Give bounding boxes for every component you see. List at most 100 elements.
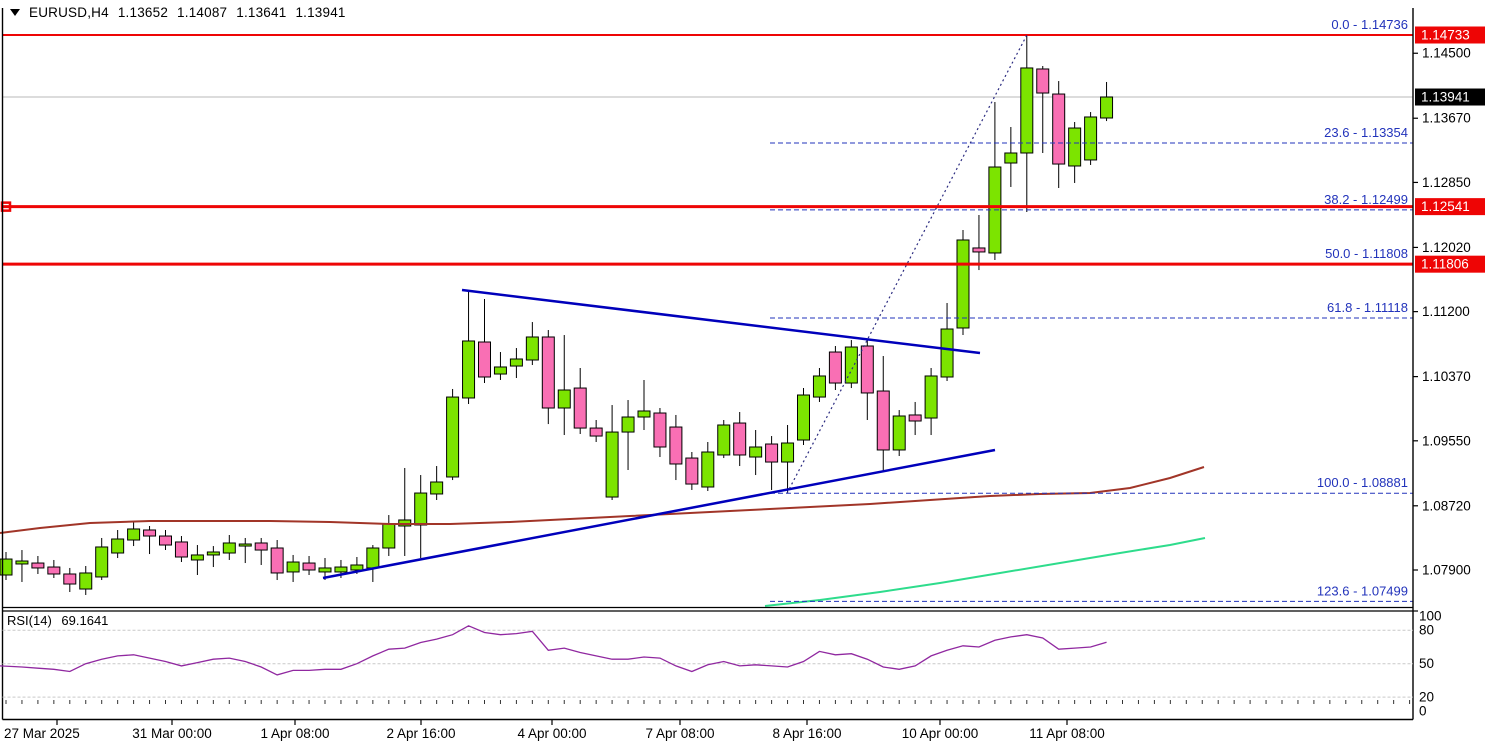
candle-body-bull	[95, 546, 109, 578]
fib-level-label: 0.0 - 1.14736	[1331, 17, 1408, 32]
candle	[493, 352, 507, 380]
candle	[302, 555, 316, 576]
candle-body-bear	[972, 247, 986, 253]
price-box-current-label: 1.13941	[1421, 90, 1470, 105]
candle	[812, 367, 826, 402]
candle	[908, 401, 922, 436]
candle-body-bull	[940, 328, 954, 378]
rsi-indicator-header: RSI(14) 69.1641	[7, 613, 114, 628]
candle-body-bear	[302, 562, 316, 571]
time-axis-label: 7 Apr 08:00	[645, 726, 714, 741]
candle	[621, 400, 635, 471]
candle-body-bull	[334, 566, 348, 573]
rsi-scale-label: 100	[1419, 609, 1442, 624]
candle-body-bear	[541, 336, 555, 409]
candle-body-bull	[318, 567, 332, 573]
collapse-arrow-icon[interactable]	[10, 8, 20, 16]
candle	[1004, 126, 1018, 187]
candle	[111, 529, 125, 559]
fib-level-label: 123.6 - 1.07499	[1317, 583, 1408, 598]
candle-body-bull	[286, 561, 300, 573]
candle	[637, 379, 651, 431]
time-axis-label: 1 Apr 08:00	[260, 726, 329, 741]
candle	[47, 559, 61, 578]
candle	[892, 410, 906, 457]
candle-body-bear	[1052, 93, 1066, 165]
candle-body-bull	[462, 340, 476, 399]
rsi-indicator-label: RSI(14)	[7, 613, 52, 628]
candle	[382, 515, 396, 556]
fib-level-label: 38.2 - 1.12499	[1324, 192, 1408, 207]
candle	[653, 408, 667, 458]
candle	[573, 367, 587, 434]
candle-body-bull	[79, 572, 93, 590]
candle	[525, 322, 539, 366]
candle	[844, 340, 858, 389]
price-tick-label: 1.12020	[1422, 240, 1471, 255]
candle	[270, 540, 284, 581]
rsi-scale-label: 80	[1419, 623, 1434, 638]
candle-body-bull	[924, 375, 938, 419]
candle	[956, 230, 970, 336]
candle	[765, 436, 779, 490]
candle-body-bull	[366, 547, 380, 569]
price-axis: 1.14500 1.13670 1.12850 1.12020 1.11200 1.103…	[1413, 0, 1485, 747]
candle	[398, 467, 412, 556]
price-box-level-label: 1.14733	[1421, 28, 1470, 43]
candle	[781, 424, 795, 494]
price-tick-label: 1.08720	[1422, 498, 1471, 513]
candle-body-bull	[1084, 116, 1098, 161]
candle	[31, 555, 45, 574]
candle	[669, 414, 683, 481]
candle-body-bear	[63, 573, 77, 585]
candle	[1084, 112, 1098, 165]
price-box-level-label: 1.12541	[1421, 199, 1470, 214]
candle-body-bear	[685, 457, 699, 485]
price-tick-label: 1.07900	[1422, 563, 1471, 578]
candle-body-bull	[1068, 127, 1082, 167]
candle-body-bear	[669, 426, 683, 465]
candle	[222, 535, 236, 560]
candle	[828, 345, 842, 390]
candle	[685, 452, 699, 490]
candle-body-bear	[478, 341, 491, 378]
fib-level-label: 23.6 - 1.13354	[1324, 125, 1408, 140]
candle	[860, 340, 874, 420]
price-tick-label: 1.11200	[1422, 304, 1470, 319]
candle-body-bull	[1020, 67, 1034, 154]
candle	[509, 348, 523, 379]
candle	[589, 419, 603, 442]
candle	[988, 102, 1002, 261]
candle-body-bull	[605, 431, 619, 498]
candle-body-bull	[637, 410, 651, 418]
trendline-lower[interactable]	[322, 448, 996, 580]
trendline-upper[interactable]	[461, 288, 981, 355]
candle	[701, 441, 715, 491]
candle	[1052, 81, 1066, 188]
candle-body-bear	[159, 535, 172, 546]
candle-body-bear	[876, 390, 890, 451]
fib-level-label: 100.0 - 1.08881	[1317, 475, 1408, 490]
price-tick-label: 1.14500	[1422, 46, 1471, 61]
candle-body-bull	[190, 554, 204, 561]
candle-body-bear	[908, 414, 922, 422]
candle	[79, 566, 93, 595]
candle-body-bull	[493, 366, 507, 375]
time-axis-label: 31 Mar 00:00	[132, 726, 212, 741]
candle-body-bull	[238, 543, 252, 547]
candle-body-bull	[781, 442, 795, 463]
candle-body-bull	[1100, 96, 1114, 119]
time-axis-label: 27 Mar 2025	[4, 726, 80, 741]
candle-body-bull	[430, 481, 444, 495]
candle-body-bull	[15, 560, 29, 565]
candle-body-bull	[892, 415, 906, 451]
rsi-scale-label: 20	[1419, 690, 1434, 705]
candle	[143, 525, 157, 555]
candle	[972, 215, 986, 271]
candle-body-bear	[765, 443, 779, 463]
price-box-level	[1415, 198, 1485, 216]
projection-line[interactable]	[786, 34, 1028, 494]
candle	[366, 545, 380, 582]
candle-body-bear	[270, 547, 284, 574]
